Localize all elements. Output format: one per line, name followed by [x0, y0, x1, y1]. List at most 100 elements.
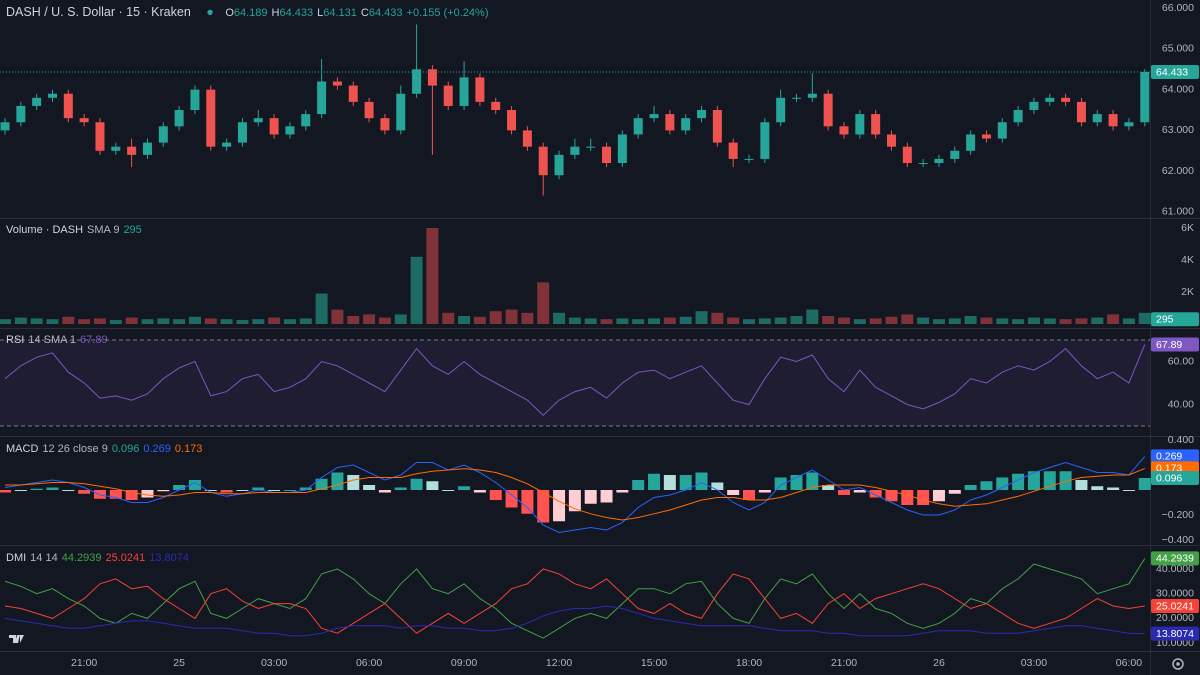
x-tick-label: 03:00: [261, 657, 287, 669]
volume-bar: [347, 316, 360, 324]
volume-bar: [964, 316, 977, 324]
candle-body: [79, 118, 89, 123]
macd-histogram-bar: [932, 490, 945, 502]
y-tick-label: −0.400: [1162, 534, 1195, 546]
y-tick-label: 2K: [1181, 286, 1194, 298]
candle-body: [839, 126, 849, 135]
macd-histogram-bar: [632, 480, 645, 490]
pane-params: 14 SMA 1: [28, 334, 77, 346]
candle-body: [174, 110, 184, 127]
price-tag-label: 44.2939: [1156, 553, 1194, 565]
macd-histogram-bar: [62, 490, 75, 491]
macd-histogram-bar: [727, 490, 740, 495]
x-tick-label: 15:00: [641, 657, 667, 669]
pane-title: Volume · DASH: [6, 224, 84, 236]
macd-histogram-bar: [157, 490, 170, 492]
macd-histogram-bar: [1027, 471, 1040, 490]
candle-body: [617, 134, 627, 163]
volume-bar: [996, 318, 1009, 324]
candle-body: [0, 122, 10, 131]
candle-body: [396, 93, 406, 131]
price-tag: [1151, 312, 1199, 327]
volume-bar: [14, 317, 27, 324]
candle-body: [412, 69, 422, 94]
candle-body: [633, 118, 643, 135]
pane-value: 67.89: [80, 334, 108, 346]
volume-bar: [93, 318, 106, 324]
price-tag: [1151, 626, 1199, 641]
macd-histogram-bar: [505, 490, 518, 508]
candle-body: [317, 81, 327, 115]
volume-bar: [1091, 317, 1104, 324]
ohlc: O64.189 H64.433 L64.131 C64.433 +0.155 (+0.2…: [225, 7, 492, 19]
price-tag-label: 13.8074: [1156, 628, 1194, 640]
macd-histogram-bar: [663, 475, 676, 490]
volume-bar: [426, 228, 439, 324]
pane-value: 295: [123, 224, 142, 236]
volume-bar: [790, 316, 803, 324]
candle-body: [332, 81, 342, 86]
candle-body: [206, 89, 216, 147]
macd-histogram-bar: [568, 490, 581, 512]
ohlc-label: H: [271, 7, 280, 19]
macd-line: [5, 467, 1145, 521]
volume-bar: [220, 319, 233, 324]
y-tick-label: 61.000: [1162, 206, 1194, 218]
ohlc-value: 64.131: [323, 7, 357, 19]
volume-bar: [252, 319, 265, 324]
candle-body: [776, 97, 786, 123]
candle-body: [1140, 72, 1150, 123]
volume-bar: [806, 309, 819, 324]
macd-histogram-bar: [473, 490, 486, 493]
candle-body: [285, 126, 295, 135]
macd-histogram-bar: [46, 487, 59, 490]
macd-histogram-bar: [426, 481, 439, 490]
volume-bar: [442, 312, 455, 324]
volume-bar: [679, 316, 692, 324]
macd-histogram-bar: [347, 475, 360, 490]
y-tick-label: 60.00: [1168, 355, 1194, 367]
volume-header: Volume · DASH SMA 9 295: [6, 224, 146, 236]
macd-histogram-bar: [980, 481, 993, 490]
y-tick-label: 0.400: [1168, 434, 1194, 446]
macd-histogram-bar: [283, 490, 296, 491]
volume-bar: [78, 319, 91, 324]
settings-icon[interactable]: [1172, 658, 1184, 670]
macd-histogram-bar: [1075, 480, 1088, 490]
y-tick-label: 66.000: [1162, 2, 1194, 14]
macd-histogram-bar: [853, 490, 866, 493]
price-tag-label: 0.269: [1156, 451, 1182, 463]
macd-histogram-bar: [1012, 473, 1025, 490]
macd-histogram-bar: [948, 490, 961, 494]
volume-bar: [822, 316, 835, 324]
candle-body: [997, 122, 1007, 139]
macd-histogram-bar: [30, 488, 43, 490]
candle-body: [570, 146, 580, 155]
candle-body: [823, 93, 833, 127]
volume-bar: [932, 319, 945, 324]
volume-bar: [758, 318, 771, 324]
candle-body: [665, 114, 675, 131]
macd-histogram-bar: [252, 487, 265, 490]
macd-histogram-bar: [869, 490, 882, 498]
dmi-line: [4, 568, 1145, 634]
volume-bar: [394, 314, 407, 324]
macd-histogram-bar: [806, 472, 819, 490]
candle-body: [918, 162, 928, 164]
price-tag-label: 64.433: [1156, 66, 1188, 78]
macd-histogram-bar: [584, 490, 597, 504]
candle-body: [744, 158, 754, 160]
candle-body: [712, 110, 722, 143]
candle-body: [380, 118, 390, 131]
symbol-header: DASH / U. S. Dollar · 15 · Kraken ● O64.…: [6, 5, 496, 19]
price-tag-label: 295: [1156, 314, 1174, 326]
volume-bar: [648, 318, 661, 324]
macd-histogram-bar: [616, 490, 629, 493]
ohlc-value: 64.433: [279, 7, 314, 19]
candle-body: [966, 134, 976, 151]
volume-bar: [109, 320, 122, 324]
candle-body: [522, 130, 532, 147]
macd-histogram-bar: [822, 485, 835, 490]
macd-histogram-bar: [188, 480, 201, 490]
macd-histogram-bar: [458, 486, 471, 490]
